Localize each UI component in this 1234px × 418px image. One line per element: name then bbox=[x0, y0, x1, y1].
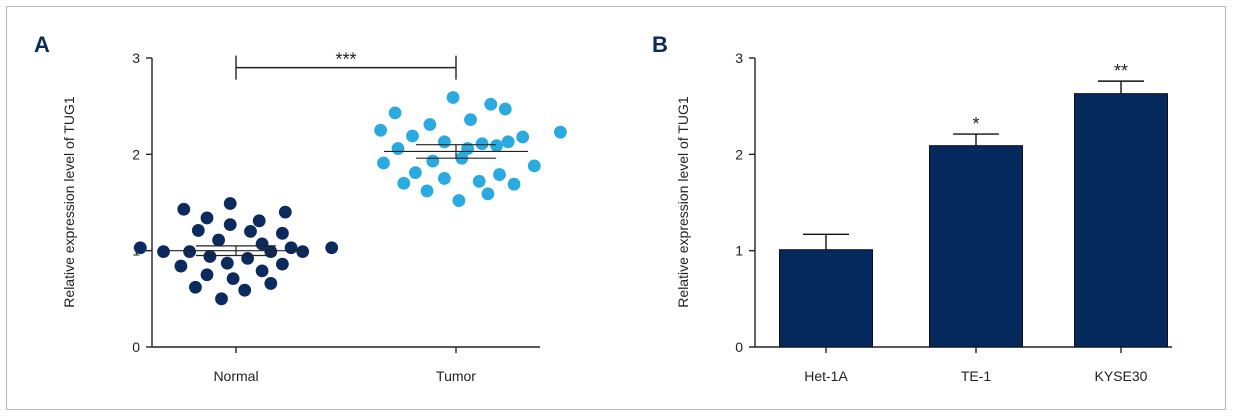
panel-a-point bbox=[420, 184, 434, 198]
panel-a-y-tick-label: 3 bbox=[132, 50, 140, 66]
panel-b-bar bbox=[1074, 93, 1168, 348]
panel-b-y-ticks: 0 1 2 3 bbox=[735, 50, 755, 355]
panel-b-y-axis-label: Relative expression level of TUG1 bbox=[675, 96, 691, 308]
panel-a-point bbox=[498, 102, 512, 116]
panel-a-point bbox=[481, 187, 495, 201]
panel-a-point bbox=[296, 245, 310, 259]
panel-a-points bbox=[133, 91, 567, 306]
panel-a-point bbox=[423, 118, 437, 131]
figure-border bbox=[6, 6, 1226, 410]
panel-a-point bbox=[203, 250, 217, 263]
panel-a-y-tick-label: 0 bbox=[132, 339, 140, 355]
panel-a-point bbox=[507, 177, 521, 191]
panel-a-point bbox=[325, 241, 339, 255]
panel-a-point bbox=[438, 172, 451, 185]
panel-a-point bbox=[276, 257, 289, 271]
panel-a-point bbox=[446, 91, 460, 104]
panel-a-y-tick-label: 2 bbox=[132, 146, 140, 162]
panel-b-data-labels: *** bbox=[972, 61, 1128, 134]
panel-a-point bbox=[377, 156, 390, 170]
panel-a-point bbox=[554, 125, 567, 139]
panel-b-bar bbox=[779, 249, 873, 348]
panel-a: A Relative expression level of TUG1 0123… bbox=[34, 32, 567, 384]
panel-letter-a: A bbox=[34, 32, 50, 57]
panel-a-point bbox=[409, 166, 422, 180]
panel-a-axes bbox=[151, 58, 540, 348]
panel-b-y-tick-label: 1 bbox=[735, 243, 743, 259]
panel-a-point bbox=[278, 205, 292, 219]
panel-a-x-tick-label: Tumor bbox=[436, 368, 476, 384]
panel-a-point bbox=[133, 241, 147, 255]
panel-a-point bbox=[516, 130, 530, 144]
panel-b-y-tick-label: 0 bbox=[735, 339, 743, 355]
panel-b-x-tick-label: TE-1 bbox=[961, 368, 992, 384]
panel-a-point bbox=[241, 251, 255, 265]
panel-a-point bbox=[255, 237, 269, 251]
panel-b-bar bbox=[929, 145, 1023, 348]
panel-a-point bbox=[220, 256, 234, 270]
panel-a-point bbox=[200, 211, 214, 225]
panel-a-point bbox=[264, 245, 278, 259]
panel-a-point bbox=[391, 142, 405, 155]
panel-a-y-axis-label: Relative expression level of TUG1 bbox=[61, 96, 77, 308]
panel-a-point bbox=[264, 277, 278, 290]
panel-a-point bbox=[461, 142, 474, 155]
panel-a-point bbox=[189, 280, 202, 294]
panel-a-point bbox=[191, 224, 205, 237]
panel-a-point bbox=[177, 202, 191, 216]
panel-a-significance: *** bbox=[235, 50, 457, 80]
panel-a-point bbox=[174, 259, 188, 273]
panel-a-point bbox=[183, 245, 197, 259]
panel-b-x-tick-label: KYSE30 bbox=[1095, 368, 1148, 384]
panel-b-x-ticks: Het-1A TE-1 KYSE30 bbox=[804, 347, 1148, 384]
panel-a-x-tick-label: Normal bbox=[213, 368, 258, 384]
panel-a-point bbox=[397, 176, 411, 190]
panel-a-point bbox=[493, 168, 506, 181]
panel-a-point bbox=[212, 233, 226, 247]
panel-a-significance-label: *** bbox=[335, 50, 356, 70]
panel-a-x-ticks: Normal Tumor bbox=[213, 347, 476, 384]
panel-letter-b: B bbox=[652, 32, 668, 57]
panel-a-point bbox=[475, 137, 489, 151]
panel-b-error-bars bbox=[803, 80, 1144, 250]
panel-a-point bbox=[255, 264, 269, 278]
panel-a-point bbox=[238, 283, 252, 297]
panel-a-point bbox=[200, 268, 214, 282]
panel-b-bars bbox=[779, 93, 1168, 348]
panel-b-y-tick-label: 3 bbox=[735, 50, 743, 66]
panel-a-point bbox=[406, 129, 419, 143]
panel-b-significance-label: * bbox=[972, 114, 979, 134]
panel-b: B Relative expression level of TUG1 0 1 2 3… bbox=[652, 32, 1172, 384]
panel-a-point bbox=[223, 218, 237, 232]
panel-a-point bbox=[426, 154, 440, 168]
panel-a-point bbox=[472, 174, 486, 188]
panel-a-point bbox=[527, 159, 541, 173]
panel-a-point bbox=[388, 106, 402, 120]
panel-a-point bbox=[276, 226, 289, 240]
panel-a-point bbox=[490, 139, 503, 153]
panel-a-point bbox=[252, 214, 266, 228]
panel-a-point bbox=[215, 292, 228, 306]
panel-a-point bbox=[438, 135, 451, 149]
panel-a-point bbox=[244, 225, 257, 238]
panel-a-point bbox=[464, 113, 477, 127]
panel-a-mean-sem bbox=[164, 144, 528, 257]
panel-a-point bbox=[501, 135, 515, 149]
panel-a-point bbox=[157, 245, 170, 259]
panel-b-y-tick-label: 2 bbox=[735, 146, 743, 162]
panel-a-point bbox=[226, 272, 240, 286]
panel-b-x-tick-label: Het-1A bbox=[804, 368, 848, 384]
panel-a-point bbox=[284, 241, 298, 255]
panel-a-point bbox=[484, 97, 498, 111]
panel-a-point bbox=[223, 197, 237, 210]
panel-b-significance-label: ** bbox=[1114, 61, 1128, 81]
panel-a-point bbox=[452, 194, 466, 207]
panel-a-point bbox=[374, 123, 387, 137]
